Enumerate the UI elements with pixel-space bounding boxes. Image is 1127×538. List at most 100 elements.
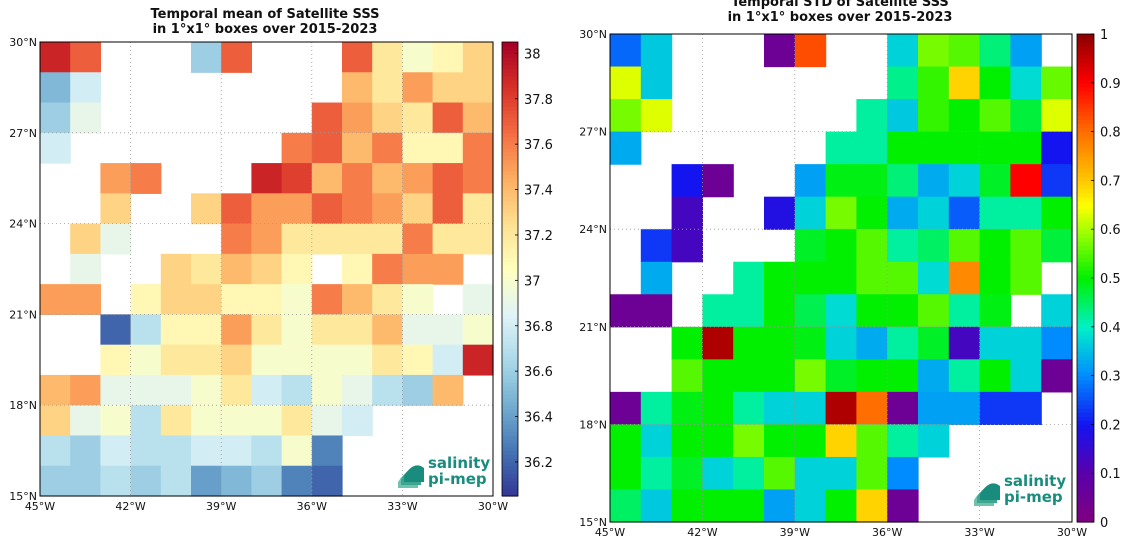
heatmap-cell [402,223,434,255]
colorbar-segment [502,125,518,130]
colorbar-segment [1077,196,1094,202]
heatmap-cell [251,405,283,437]
heatmap-cell [948,34,981,68]
heatmap-cell [979,131,1011,165]
heatmap-cell [1010,229,1042,263]
heatmap-cell [191,193,222,225]
colorbar-segment [1077,160,1094,165]
colorbar-segment [1077,391,1094,397]
heatmap-cell [191,435,222,467]
heatmap-cell [130,163,162,194]
heatmap-cell [610,99,642,133]
heatmap-cell [733,294,765,328]
colorbar-segment [502,174,518,179]
heatmap-cell [191,314,222,346]
colorbar-segment [1077,265,1094,271]
colorbar-segment [1077,229,1094,234]
colorbar-segment [1077,119,1094,125]
heatmap-cell [1041,99,1073,133]
heatmap-cell [281,314,313,346]
heatmap-cell [640,261,673,295]
colorbar-segment [502,204,518,210]
heatmap-cell [130,465,162,497]
heatmap-cell [100,435,132,467]
heatmap-cell [918,34,950,68]
colorbar-segment [1077,253,1094,259]
mean-y-tick: 15°N [9,490,37,503]
logo-text-salinity: salinity [1004,472,1066,490]
colorbar-segment [1077,493,1094,499]
std-x-tick: 39°W [780,526,810,538]
colorbar-segment [502,276,518,281]
heatmap-cell [251,465,283,497]
heatmap-cell [311,314,343,346]
colorbar-segment [502,424,518,429]
colorbar-segment [1077,257,1094,263]
colorbar-segment [502,484,518,490]
heatmap-cell [221,374,252,406]
colorbar-segment [1077,375,1094,381]
colorbar-segment [1077,156,1094,161]
colorbar-segment [502,401,518,406]
mean-y-ticks: 15°N 18°N 21°N 24°N 27°N 30°N [9,36,37,503]
colorbar-segment [502,333,518,338]
heatmap-cell [825,456,857,491]
heatmap-cell [40,102,71,134]
colorbar-segment [1077,212,1094,218]
colorbar-segment [1077,34,1094,39]
heatmap-cell [887,196,919,230]
colorbar-segment [502,87,518,92]
heatmap-cell [221,465,252,497]
colorbar-segment [502,250,518,255]
std-cb-tick: 0.8 [1100,126,1121,141]
colorbar-segment [1077,318,1094,324]
heatmap-cell [221,435,252,467]
heatmap-cell [221,284,252,315]
colorbar-segment [1077,66,1094,72]
mean-cb-tick: 36.2 [524,456,553,471]
mean-cb-tick: 37.8 [524,93,553,108]
colorbar-segment [502,420,518,425]
heatmap-cell [671,164,703,198]
colorbar-segment [502,227,518,232]
heatmap-cell [918,359,950,393]
mean-y-tick: 18°N [9,399,37,412]
colorbar-segment [502,477,518,482]
heatmap-cell [251,253,283,285]
colorbar-segment [502,49,518,54]
colorbar-segment [502,178,518,183]
heatmap-cell [856,489,888,523]
heatmap-cell [948,66,981,100]
heatmap-cell [733,489,765,523]
colorbar-segment [1077,70,1094,76]
mean-x-tick: 30°W [478,500,508,513]
heatmap-cell [191,344,222,376]
std-y-ticks: 15°N 18°N 21°N 24°N 27°N 30°N [579,28,607,529]
heatmap-cell [70,223,101,255]
heatmap-cell [281,163,313,194]
colorbar-segment [502,155,518,160]
colorbar-segment [502,363,518,368]
colorbar-segment [502,299,518,304]
std-x-tick: 30°W [1057,526,1087,538]
heatmap-cell [372,374,403,406]
colorbar-segment [1077,513,1094,519]
colorbar-segment [502,166,518,172]
heatmap-cell [40,405,71,437]
colorbar-segment [1077,444,1094,450]
colorbar-segment [502,136,518,141]
heatmap-cell [70,465,101,497]
heatmap-cell [610,131,642,165]
heatmap-cell [70,253,101,285]
colorbar-segment [502,265,518,270]
colorbar-segment [1077,298,1094,303]
colorbar-segment [1077,400,1094,405]
colorbar-segment [502,147,518,153]
salinity-pimep-logo: salinity pi-mep [974,472,1066,506]
heatmap-cell [462,284,494,315]
heatmap-cell [311,344,343,376]
heatmap-cell [825,196,857,230]
colorbar-segment [502,321,518,327]
colorbar-segment [1077,387,1094,393]
mean-plot-frame [39,41,494,497]
